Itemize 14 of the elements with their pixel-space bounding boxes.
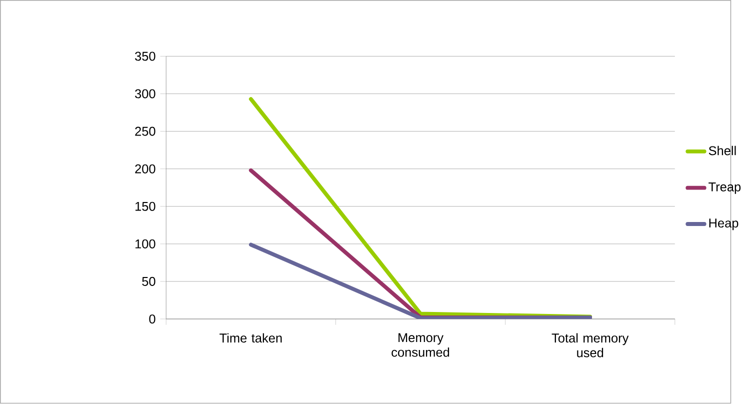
- x-tick-label: Memory consumed: [392, 333, 450, 357]
- y-tick-label: 0: [149, 314, 156, 324]
- y-tick-label: 50: [142, 277, 156, 286]
- y-tick-label: 200: [135, 164, 156, 174]
- y-tick-label: 100: [135, 240, 156, 249]
- y-tick-label: 150: [135, 202, 156, 212]
- legend-label: Shell: [708, 146, 736, 156]
- legend-label: Treap: [708, 182, 741, 194]
- y-tick-label: 250: [135, 126, 156, 136]
- legend-label: Heap: [709, 218, 738, 230]
- x-tick-label: Time taken: [220, 333, 282, 343]
- x-tick-label: Total memory used: [552, 333, 629, 358]
- y-tick-label: 300: [135, 89, 156, 98]
- y-tick-label: 350: [135, 52, 156, 61]
